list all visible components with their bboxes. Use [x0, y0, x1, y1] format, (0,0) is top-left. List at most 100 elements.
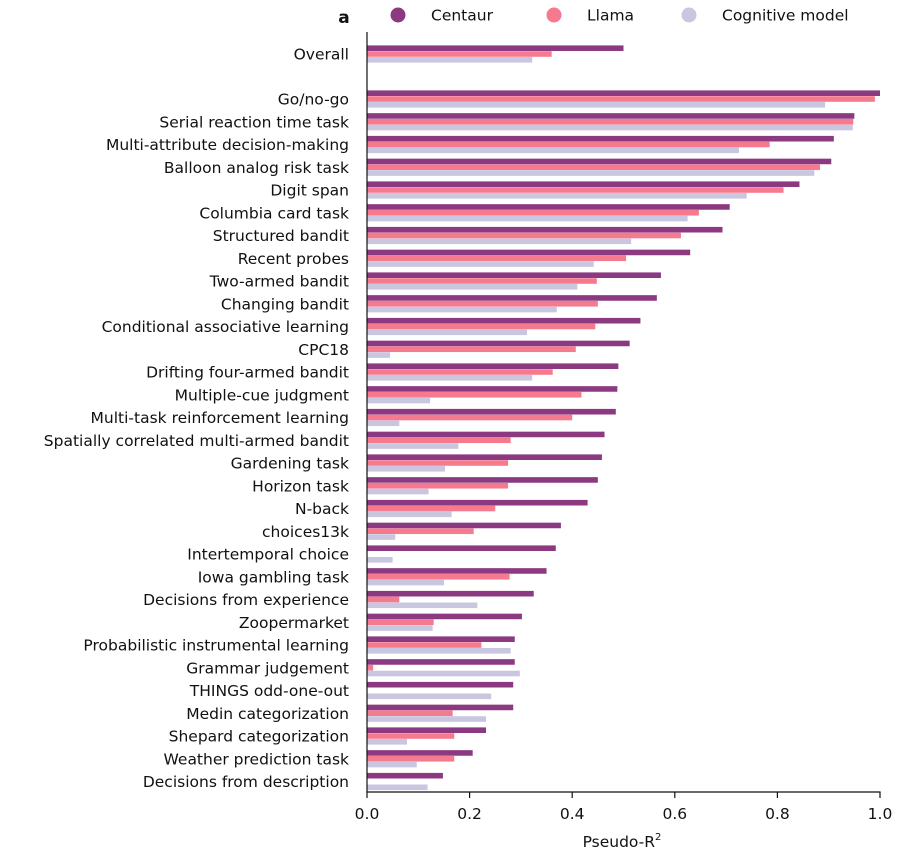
bar-llama: [367, 255, 627, 262]
category-label: Probabilistic instrumental learning: [83, 637, 349, 655]
category-label: Go/no-go: [278, 91, 349, 109]
bar-centaur: [367, 158, 832, 165]
bar-llama: [367, 96, 875, 102]
bar-centaur: [367, 226, 723, 233]
bar-centaur: [367, 636, 515, 642]
x-tick-label: 0.4: [560, 805, 585, 823]
bar-cognitive-model: [367, 579, 444, 586]
bar-cognitive-model: [367, 602, 478, 609]
bar-llama: [367, 642, 482, 648]
category-label: choices13k: [262, 523, 349, 541]
bar-llama: [367, 437, 511, 444]
bar-centaur: [367, 45, 624, 51]
bar-cognitive-model: [367, 443, 459, 449]
bar-llama: [367, 278, 597, 284]
legend-label: Llama: [587, 7, 634, 25]
bar-llama: [367, 369, 553, 375]
bar-centaur: [367, 750, 473, 756]
bar-cognitive-model: [367, 284, 578, 290]
bar-cognitive-model: [367, 625, 433, 631]
category-label: Digit span: [270, 182, 349, 200]
bar-cognitive-model: [367, 466, 445, 472]
bar-centaur: [367, 772, 443, 779]
category-label: Intertemporal choice: [187, 546, 349, 564]
category-label: Conditional associative learning: [102, 318, 349, 336]
bar-centaur: [367, 386, 618, 392]
bar-llama: [367, 323, 596, 330]
bar-cognitive-model: [367, 215, 688, 222]
category-label: Balloon analog risk task: [164, 159, 349, 177]
legend: Centaur Llama Cognitive model: [390, 7, 849, 25]
category-label: Recent probes: [238, 250, 349, 268]
bar-llama: [367, 187, 784, 193]
bar-llama: [367, 619, 434, 626]
bar-centaur: [367, 681, 514, 688]
bar-centaur: [367, 545, 556, 551]
category-label: Shepard categorization: [169, 728, 349, 746]
bar-cognitive-model: [367, 397, 431, 404]
bar-cognitive-model: [367, 147, 739, 154]
bar-cognitive-model: [367, 238, 632, 245]
bar-centaur: [367, 135, 834, 142]
bar-cognitive-model: [367, 534, 396, 540]
x-axis-title-text: Pseudo-R: [583, 833, 656, 851]
bar-llama: [367, 573, 510, 580]
bar-cognitive-model: [367, 57, 533, 63]
bar-llama: [367, 596, 400, 603]
bar-cognitive-model: [367, 511, 452, 518]
bar-cognitive-model: [367, 693, 492, 700]
category-label: Iowa gambling task: [198, 568, 349, 586]
category-label: Weather prediction task: [163, 750, 349, 768]
bar-cognitive-model: [367, 306, 557, 313]
category-label: Structured bandit: [213, 227, 349, 245]
legend-marker: [390, 7, 406, 23]
bar-llama: [367, 141, 770, 148]
bar-cognitive-model: [367, 329, 528, 336]
bar-cognitive-model: [367, 716, 487, 722]
bar-centaur: [367, 727, 487, 733]
bar-cognitive-model: [367, 557, 393, 563]
category-label: Two-armed bandit: [209, 273, 349, 291]
category-label: Decisions from experience: [143, 591, 349, 609]
bar-centaur: [367, 590, 534, 597]
bar-llama: [367, 710, 453, 717]
x-tick-label: 0.6: [662, 805, 687, 823]
category-label: Medin categorization: [186, 705, 349, 723]
category-label: N-back: [295, 500, 349, 518]
bar-centaur: [367, 659, 515, 665]
bar-cognitive-model: [367, 124, 853, 131]
bar-centaur: [367, 204, 730, 210]
bar-centaur: [367, 272, 661, 278]
bar-llama: [367, 414, 573, 421]
bar-llama: [367, 528, 474, 535]
bar-centaur: [367, 454, 602, 460]
bar-llama: [367, 391, 582, 398]
category-label: Multi-attribute decision-making: [106, 136, 349, 154]
category-label: THINGS odd-one-out: [189, 682, 349, 700]
category-label: CPC18: [298, 341, 349, 359]
bar-centaur: [367, 340, 630, 347]
x-axis-title: Pseudo-R2: [583, 832, 662, 851]
bar-cognitive-model: [367, 170, 815, 176]
bar-centaur: [367, 568, 547, 574]
category-labels: Overall Go/no-go Serial reaction time task…: [44, 46, 349, 792]
bar-llama: [367, 346, 576, 353]
x-tick-label: 1.0: [868, 805, 893, 823]
axes: [366, 32, 881, 793]
bar-centaur: [367, 249, 691, 256]
bar-llama: [367, 664, 374, 671]
bar-llama: [367, 118, 854, 125]
bar-cognitive-model: [367, 761, 417, 768]
legend-label: Centaur: [431, 7, 494, 25]
bar-centaur: [367, 90, 880, 96]
category-label: Serial reaction time task: [159, 113, 349, 131]
bar-cognitive-model: [367, 375, 533, 381]
legend-marker: [546, 7, 562, 23]
legend-label: Cognitive model: [722, 7, 849, 25]
bar-centaur: [367, 522, 561, 529]
bar-cognitive-model: [367, 784, 428, 791]
category-label: Horizon task: [252, 477, 349, 495]
bar-centaur: [367, 499, 588, 506]
bar-cognitive-model: [367, 261, 594, 267]
